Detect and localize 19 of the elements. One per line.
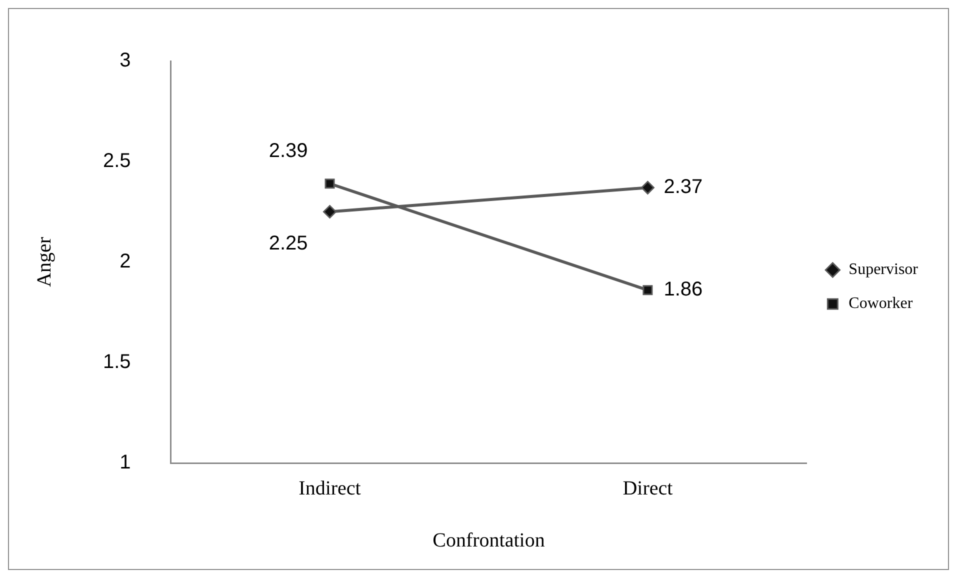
legend-label: Coworker [848,295,914,312]
legend-label: Supervisor [848,261,919,278]
data-label: 2.25 [268,232,308,254]
y-axis-title: Anger [33,236,56,287]
y-tick-label: 2.5 [102,150,131,172]
point [324,178,335,189]
point [640,180,654,194]
point [323,205,337,218]
y-tick-label: 1 [120,452,131,474]
data-label: 2.37 [664,176,703,198]
x-tick-label: Direct [622,477,674,500]
x-axis-title: Confrontation [432,529,545,552]
y-tick-label: 1.5 [102,351,131,374]
data-label: 2.39 [268,140,308,162]
point [642,285,653,296]
data-label: 1.86 [664,278,703,301]
y-tick-label: 2 [120,250,131,273]
y-tick-label: 3 [120,50,131,72]
x-tick-label: Indirect [298,477,362,500]
